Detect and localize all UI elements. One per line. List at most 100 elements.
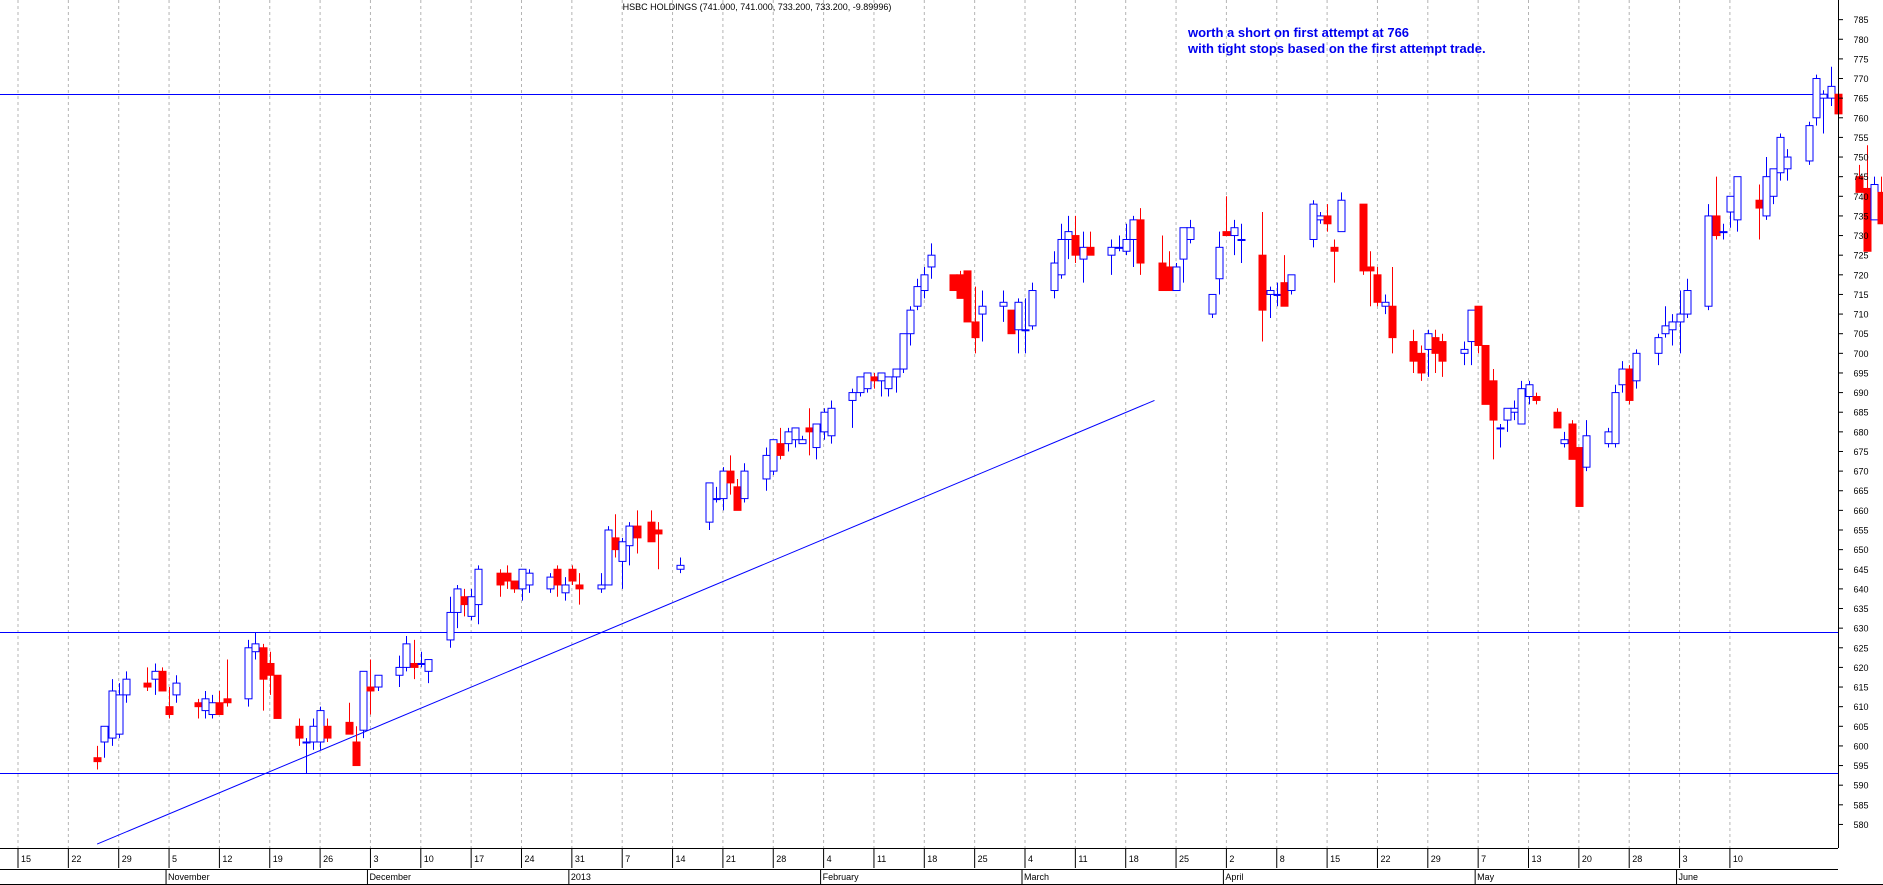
candle <box>251 632 260 660</box>
candle-body <box>467 596 476 617</box>
candle-body <box>1855 176 1864 193</box>
candle-body <box>266 662 275 676</box>
candle <box>963 270 972 323</box>
price-tick-label: 600 <box>1853 741 1868 751</box>
candle-body <box>1776 136 1785 174</box>
candle <box>1503 407 1512 432</box>
candle <box>1704 204 1713 311</box>
candle-body <box>1287 274 1296 292</box>
candle-body <box>1122 238 1131 252</box>
candle-body <box>1503 407 1512 421</box>
candle-body <box>1028 290 1037 327</box>
price-tick-label: 655 <box>1853 526 1868 536</box>
candle-body <box>820 411 829 433</box>
candle <box>1330 239 1339 283</box>
candle <box>1107 239 1116 275</box>
month-label: 2013 <box>571 872 591 882</box>
candle-body <box>1381 301 1390 307</box>
candle <box>1481 344 1490 405</box>
candle <box>1496 424 1505 448</box>
candle <box>597 573 606 593</box>
candle <box>1280 255 1289 307</box>
candle-body <box>762 454 771 480</box>
candle-body <box>597 584 606 590</box>
candle <box>1733 176 1742 232</box>
candle <box>1366 251 1375 307</box>
candle <box>1381 294 1390 315</box>
candle-body <box>345 721 354 735</box>
price-tick-label: 585 <box>1853 800 1868 810</box>
price-tick-label: 595 <box>1853 761 1868 771</box>
date-tick-label: 22 <box>71 854 81 864</box>
candle-body <box>1568 423 1577 460</box>
candle-body <box>208 702 217 716</box>
candle-body <box>1431 337 1440 354</box>
candle <box>100 725 109 758</box>
candle-body <box>1158 262 1167 292</box>
candle-body <box>568 568 577 582</box>
candle <box>1683 278 1692 318</box>
candle <box>884 376 893 397</box>
candle-body <box>1532 396 1541 401</box>
candle-body <box>906 309 915 335</box>
candle <box>1553 408 1562 429</box>
price-tick-label: 770 <box>1853 74 1868 84</box>
candle <box>1021 298 1030 354</box>
candle-body <box>1819 93 1828 99</box>
price-tick-label: 625 <box>1853 643 1868 653</box>
price-tick-label: 730 <box>1853 231 1868 241</box>
candle <box>1230 219 1239 256</box>
candle-body <box>1661 325 1670 335</box>
candle-body <box>705 482 714 523</box>
date-tick-label: 13 <box>1532 854 1542 864</box>
candle <box>158 667 167 692</box>
candle-body <box>956 274 965 299</box>
candle <box>1287 274 1296 295</box>
candle <box>927 243 936 279</box>
candle <box>705 482 714 530</box>
candle-body <box>1273 293 1282 296</box>
candle-body <box>151 670 160 680</box>
candle-body <box>553 568 562 586</box>
candle-body <box>1172 266 1181 292</box>
candle <box>740 463 749 503</box>
candle-body <box>1237 238 1246 241</box>
candle <box>1172 263 1181 292</box>
candle-body <box>848 392 857 401</box>
candle-body <box>273 674 282 719</box>
candle-body <box>143 682 152 688</box>
candle-body <box>1489 380 1498 421</box>
candle-body <box>1618 368 1627 386</box>
candle-body <box>302 741 311 744</box>
date-tick-label: 15 <box>21 854 31 864</box>
date-tick-label: 12 <box>222 854 232 864</box>
candle-body <box>1496 427 1505 430</box>
candle <box>1532 392 1541 405</box>
candle-body <box>1668 321 1677 331</box>
candle-body <box>1424 333 1433 350</box>
candle <box>1136 208 1145 275</box>
candle-body <box>446 611 455 641</box>
date-tick-label: 19 <box>273 854 283 864</box>
price-tick-label: 705 <box>1853 329 1868 339</box>
price-tick-label: 590 <box>1853 781 1868 791</box>
candle <box>1409 329 1418 373</box>
price-tick-label: 615 <box>1853 683 1868 693</box>
candle-body <box>1165 266 1174 292</box>
candle-body <box>618 541 627 562</box>
candle-body <box>1517 388 1526 425</box>
date-tick-label: 4 <box>1028 854 1033 864</box>
candle-body <box>1129 219 1138 240</box>
candle-body <box>201 698 210 712</box>
candle-body <box>733 486 742 511</box>
candle-body <box>410 662 419 668</box>
candle-body <box>194 702 203 708</box>
candle-body <box>827 407 836 437</box>
candle-body <box>1769 168 1778 197</box>
candle-body <box>1812 78 1821 119</box>
date-tick-label: 7 <box>625 854 630 864</box>
date-tick-label: 29 <box>122 854 132 864</box>
candle-body <box>963 270 972 323</box>
candle-body <box>474 568 483 606</box>
date-tick-label: 15 <box>1330 854 1340 864</box>
